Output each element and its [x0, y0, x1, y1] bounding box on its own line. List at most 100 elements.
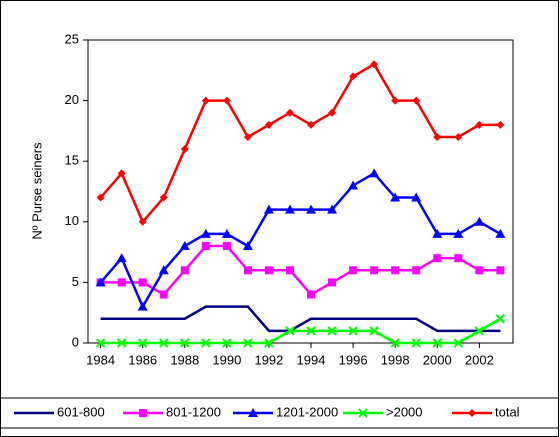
x-tick-label: 1986 — [128, 352, 157, 367]
marker — [495, 314, 506, 324]
marker — [475, 266, 484, 275]
marker — [411, 338, 421, 348]
marker — [306, 326, 316, 336]
marker — [264, 120, 273, 129]
marker — [391, 96, 400, 105]
marker — [180, 338, 190, 348]
marker — [137, 301, 148, 311]
marker — [284, 204, 295, 214]
y-tick-label: 10 — [65, 213, 79, 228]
x-tick-label: 2002 — [465, 352, 494, 367]
marker — [96, 193, 105, 202]
marker — [222, 96, 231, 105]
y-tick-label: 15 — [65, 153, 79, 168]
series-line — [99, 62, 501, 225]
marker — [496, 266, 505, 275]
marker — [200, 228, 211, 238]
marker — [348, 180, 359, 190]
legend-marker — [248, 408, 258, 417]
marker — [222, 338, 232, 348]
marker — [137, 338, 148, 348]
marker — [307, 120, 316, 129]
y-tick-label: 25 — [65, 31, 79, 46]
legend-marker — [139, 409, 147, 417]
marker — [432, 228, 443, 238]
legend-label: 801-1200 — [166, 404, 221, 419]
y-tick-label: 5 — [72, 274, 79, 289]
legend-marker — [358, 408, 368, 418]
plot-area — [87, 39, 514, 344]
marker — [348, 326, 358, 336]
marker — [412, 96, 421, 105]
legend-marker — [468, 409, 476, 417]
marker — [116, 338, 127, 348]
marker — [263, 204, 274, 214]
x-tick-label: 1988 — [170, 352, 199, 367]
x-tick-label: 1984 — [86, 352, 115, 367]
marker — [370, 266, 379, 275]
marker — [138, 217, 147, 226]
marker — [433, 254, 442, 263]
marker — [475, 120, 484, 129]
series-line — [99, 171, 501, 310]
marker — [369, 168, 380, 178]
marker — [159, 338, 169, 348]
legend-label: >2000 — [386, 404, 423, 419]
marker — [433, 132, 442, 141]
marker — [495, 228, 506, 238]
marker — [180, 145, 189, 154]
marker — [264, 266, 273, 275]
marker — [474, 216, 485, 226]
marker — [390, 192, 401, 202]
x-tick-label: 1994 — [297, 352, 326, 367]
marker — [117, 278, 126, 287]
y-axis-label: Nº Purse seiners — [29, 142, 44, 240]
legend-label: 601-800 — [57, 404, 105, 419]
x-tick-label: 2000 — [423, 352, 452, 367]
marker — [179, 241, 190, 251]
marker — [222, 242, 231, 251]
marker — [328, 278, 337, 287]
marker — [496, 120, 505, 129]
marker — [201, 242, 210, 251]
marker — [159, 193, 168, 202]
marker — [264, 338, 274, 348]
marker — [243, 266, 252, 275]
marker — [349, 266, 358, 275]
marker — [411, 192, 422, 202]
marker — [138, 278, 147, 287]
marker — [454, 132, 463, 141]
legend-label: total — [495, 404, 520, 419]
marker — [327, 326, 337, 336]
x-tick-label: 1996 — [339, 352, 368, 367]
marker — [453, 338, 464, 348]
marker — [370, 60, 379, 69]
series-line — [100, 317, 501, 345]
marker — [307, 290, 316, 299]
marker — [369, 326, 379, 336]
marker — [116, 253, 127, 263]
marker — [391, 266, 400, 275]
marker — [454, 254, 463, 263]
x-tick-label: 1998 — [381, 352, 410, 367]
marker — [285, 326, 295, 336]
marker — [159, 290, 168, 299]
marker — [243, 132, 252, 141]
marker — [328, 108, 337, 117]
marker — [390, 338, 400, 348]
y-tick-label: 20 — [65, 92, 79, 107]
marker — [453, 228, 464, 238]
marker — [306, 204, 317, 214]
marker — [242, 241, 253, 251]
x-tick-label: 1992 — [254, 352, 283, 367]
marker — [158, 265, 169, 275]
marker — [285, 108, 294, 117]
marker — [95, 277, 106, 287]
marker — [221, 228, 232, 238]
marker — [474, 326, 485, 336]
x-tick-label: 1990 — [212, 352, 241, 367]
marker — [201, 338, 211, 348]
marker — [201, 96, 210, 105]
marker — [432, 338, 442, 348]
